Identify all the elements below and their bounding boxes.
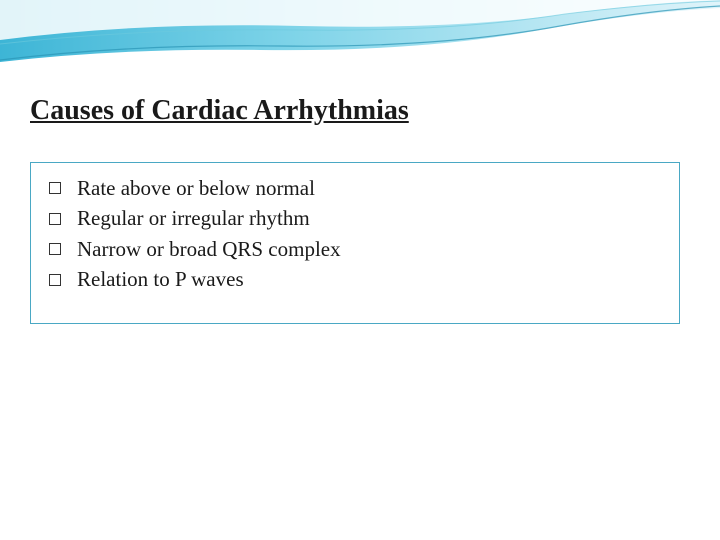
bullet-text: Rate above or below normal: [77, 173, 315, 203]
list-item: Rate above or below normal: [49, 173, 661, 203]
list-item: Relation to P waves: [49, 264, 661, 294]
checkbox-bullet-icon: [49, 243, 61, 255]
content-box: Rate above or below normal Regular or ir…: [30, 162, 680, 324]
list-item: Narrow or broad QRS complex: [49, 234, 661, 264]
list-item: Regular or irregular rhythm: [49, 203, 661, 233]
checkbox-bullet-icon: [49, 213, 61, 225]
bullet-text: Narrow or broad QRS complex: [77, 234, 341, 264]
checkbox-bullet-icon: [49, 274, 61, 286]
bullet-list: Rate above or below normal Regular or ir…: [49, 173, 661, 295]
bullet-text: Relation to P waves: [77, 264, 244, 294]
slide-title: Causes of Cardiac Arrhythmias: [30, 95, 690, 127]
bullet-text: Regular or irregular rhythm: [77, 203, 310, 233]
checkbox-bullet-icon: [49, 182, 61, 194]
